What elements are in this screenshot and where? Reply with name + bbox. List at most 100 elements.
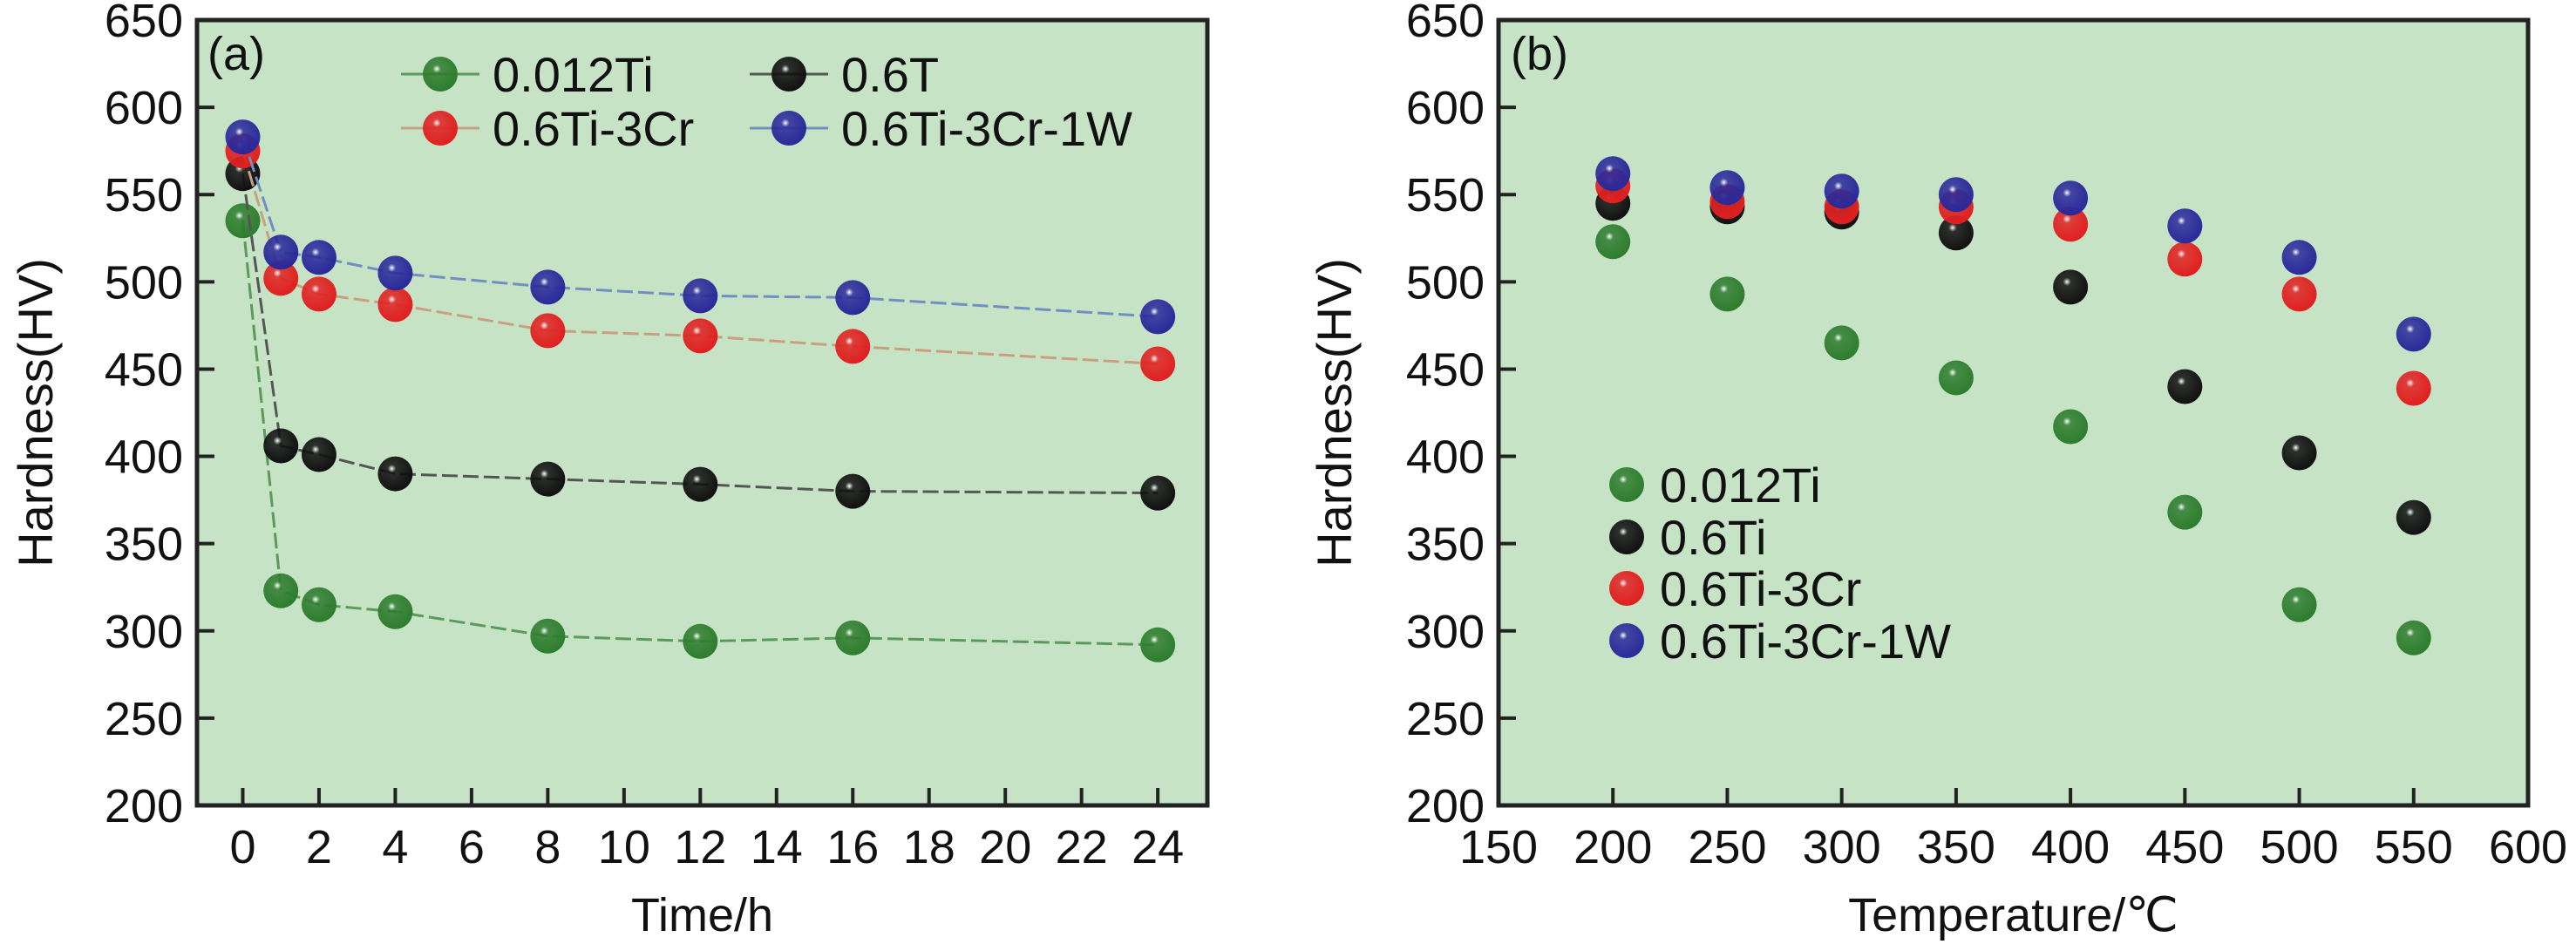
data-point	[2053, 180, 2089, 216]
x-tick-label: 250	[1688, 821, 1766, 873]
y-tick-label: 400	[1406, 431, 1485, 484]
plot-frame	[1496, 17, 2531, 808]
data-point	[263, 428, 299, 464]
data-point	[835, 280, 871, 316]
data-point	[301, 276, 336, 312]
legend-marker	[771, 111, 806, 146]
x-tick-label: 16	[826, 821, 879, 873]
x-tick-label: 18	[903, 821, 955, 873]
panel-label: (b)	[1511, 28, 1568, 80]
legend-label: 0.012Ti	[493, 47, 654, 102]
y-tick-label: 300	[1406, 606, 1485, 658]
y-tick-label: 500	[105, 256, 183, 309]
data-point	[263, 573, 299, 608]
data-point	[377, 287, 413, 323]
data-point	[2281, 240, 2317, 275]
data-point	[225, 119, 261, 155]
y-tick-label: 250	[1406, 693, 1485, 745]
data-point	[2281, 587, 2317, 622]
series-0.012Ti	[1595, 224, 2431, 655]
x-tick-label: 12	[674, 821, 726, 873]
data-point	[1140, 627, 1176, 662]
x-tick-label: 20	[979, 821, 1031, 873]
y-tick-label: 200	[1406, 780, 1485, 832]
y-tick-label: 650	[105, 0, 183, 47]
legend-marker	[1609, 520, 1644, 554]
x-tick-label: 14	[751, 821, 803, 873]
plot-area	[197, 20, 1207, 805]
legend-label: 0.6Ti	[1660, 510, 1766, 565]
y-tick-label: 650	[1406, 0, 1485, 47]
data-point	[530, 313, 566, 349]
data-point	[301, 437, 336, 472]
legend-label: 0.6Ti-3Cr	[1660, 561, 1861, 616]
x-tick-label: 600	[2489, 821, 2567, 873]
x-tick-label: 550	[2375, 821, 2453, 873]
y-tick-label: 450	[105, 343, 183, 396]
x-tick-label: 2	[306, 821, 332, 873]
data-point	[683, 623, 718, 659]
data-point	[2053, 409, 2089, 445]
y-tick-label: 450	[1406, 343, 1485, 396]
data-point	[530, 618, 566, 654]
data-point	[1140, 475, 1176, 511]
x-tick-label: 4	[382, 821, 408, 873]
data-point	[835, 473, 871, 509]
y-tick-label: 600	[105, 82, 183, 134]
legend-marker	[423, 57, 458, 92]
y-axis-title: Hardness(HV)	[1307, 258, 1362, 567]
data-point	[1938, 360, 1974, 396]
y-tick-label: 500	[1406, 256, 1485, 309]
data-point	[2396, 499, 2431, 535]
data-point	[683, 466, 718, 502]
data-point	[1938, 215, 1974, 251]
data-point	[2053, 269, 2089, 305]
legend-label: 0.6Ti-3Cr-1W	[841, 101, 1132, 156]
legend-marker	[771, 57, 806, 92]
panel-label: (a)	[207, 28, 265, 80]
legend-marker	[1609, 467, 1644, 502]
data-point	[683, 278, 718, 314]
x-tick-label: 300	[1803, 821, 1881, 873]
data-point	[835, 620, 871, 655]
legend-label: 0.012Ti	[1660, 458, 1821, 513]
data-point	[377, 255, 413, 291]
x-tick-label: 24	[1132, 821, 1184, 873]
x-tick-label: 150	[1459, 821, 1538, 873]
y-tick-label: 600	[1406, 82, 1485, 134]
data-point	[530, 461, 566, 497]
data-point	[1824, 173, 1859, 209]
y-tick-label: 200	[105, 780, 183, 832]
x-tick-label: 350	[1917, 821, 1995, 873]
y-tick-label: 300	[105, 606, 183, 658]
data-point	[2167, 494, 2203, 530]
data-point	[225, 203, 261, 239]
x-tick-label: 200	[1573, 821, 1652, 873]
data-point	[2281, 276, 2317, 312]
data-point	[2053, 207, 2089, 242]
data-point	[1709, 170, 1745, 206]
x-tick-label: 400	[2031, 821, 2110, 873]
data-point	[377, 594, 413, 629]
data-point	[1824, 325, 1859, 361]
data-point	[263, 261, 299, 296]
data-point	[2396, 370, 2431, 406]
data-point	[530, 269, 566, 305]
data-point	[1140, 299, 1176, 335]
data-point	[2167, 369, 2203, 404]
data-point	[301, 587, 336, 622]
x-tick-label: 0	[229, 821, 255, 873]
y-tick-label: 350	[1406, 519, 1485, 571]
legend-label: 0.6Ti-3Cr-1W	[1660, 614, 1951, 669]
data-point	[2167, 241, 2203, 277]
data-point	[2396, 316, 2431, 352]
x-tick-label: 450	[2145, 821, 2224, 873]
legend-marker	[423, 111, 458, 146]
legend: 0.012Ti 0.6T 0.6Ti-3Cr 0.6Ti-3Cr-1W	[401, 47, 1132, 156]
data-point	[301, 240, 336, 275]
series-0.6Ti-3Cr-1W	[1595, 156, 2431, 352]
